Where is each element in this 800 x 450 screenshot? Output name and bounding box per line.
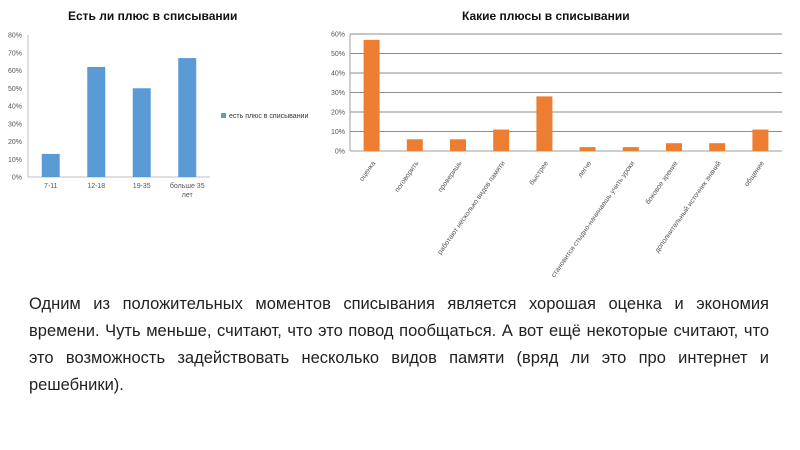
right-bar	[493, 129, 510, 151]
right-bar	[622, 147, 639, 151]
right-y-tick-label: 60%	[331, 32, 345, 39]
left-y-tick-label: 70%	[8, 50, 22, 57]
right-x-tick-label: общение	[743, 159, 766, 188]
left-x-tick-label: больше 35	[170, 182, 205, 190]
left-y-tick-label: 50%	[8, 86, 22, 93]
chart-title-left: Есть ли плюс в списывании	[68, 9, 238, 23]
left-legend-label: есть плюс в списывании	[229, 113, 308, 120]
right-y-tick-label: 20%	[331, 110, 345, 117]
left-bar	[132, 88, 151, 177]
left-y-tick-label: 40%	[8, 104, 22, 111]
right-bar	[666, 143, 682, 151]
left-y-tick-label: 20%	[8, 139, 22, 146]
right-x-tick-label: легче	[577, 160, 593, 179]
left-x-tick-label-line2: лет	[182, 192, 194, 199]
right-y-tick-label: 0%	[335, 149, 345, 156]
left-x-tick-label: 19-35	[133, 183, 151, 190]
right-bar	[579, 147, 596, 151]
left-y-tick-label: 60%	[8, 68, 22, 75]
right-x-tick-label: боковое зрение	[644, 159, 680, 205]
right-y-tick-label: 40%	[331, 71, 345, 78]
right-x-tick-label: проверишь	[437, 160, 464, 194]
left-y-tick-label: 30%	[8, 121, 22, 128]
left-y-tick-label: 80%	[8, 33, 22, 40]
chart-title-right: Какие плюсы в списывании	[462, 9, 630, 23]
left-bar	[87, 66, 106, 177]
left-y-tick-label: 0%	[12, 175, 22, 182]
right-bar	[709, 143, 726, 151]
left-x-tick-label: 7-11	[44, 183, 58, 190]
left-y-tick-label: 10%	[8, 157, 22, 164]
right-x-tick-label: быстрее	[528, 159, 550, 186]
left-bar	[41, 153, 60, 177]
left-bar	[178, 58, 197, 178]
charts-canvas: 0% 10% 20% 30% 40% 50% 60% 70% 80% 7-11 12-18 19-35…	[8, 32, 782, 279]
right-x-tick-label: оценка	[358, 160, 377, 183]
right-bar	[450, 139, 466, 151]
summary-paragraph: Одним из положительных моментов списыван…	[29, 295, 769, 394]
right-y-tick-label: 30%	[331, 90, 345, 97]
right-x-tick-label: работают несколько видов памяти	[436, 159, 507, 256]
left-x-tick-label: 12-18	[87, 183, 105, 190]
right-x-tick-label: становится стыдно-начинаешь учить уроки	[550, 160, 636, 279]
right-bar	[406, 139, 423, 151]
right-y-tick-label: 50%	[331, 51, 345, 58]
right-x-tick-label: поговорить	[394, 160, 421, 194]
left-legend-swatch	[221, 113, 226, 118]
right-bar	[752, 129, 769, 151]
right-bar	[363, 39, 380, 151]
right-y-tick-label: 10%	[331, 129, 345, 136]
right-bar	[536, 96, 553, 151]
